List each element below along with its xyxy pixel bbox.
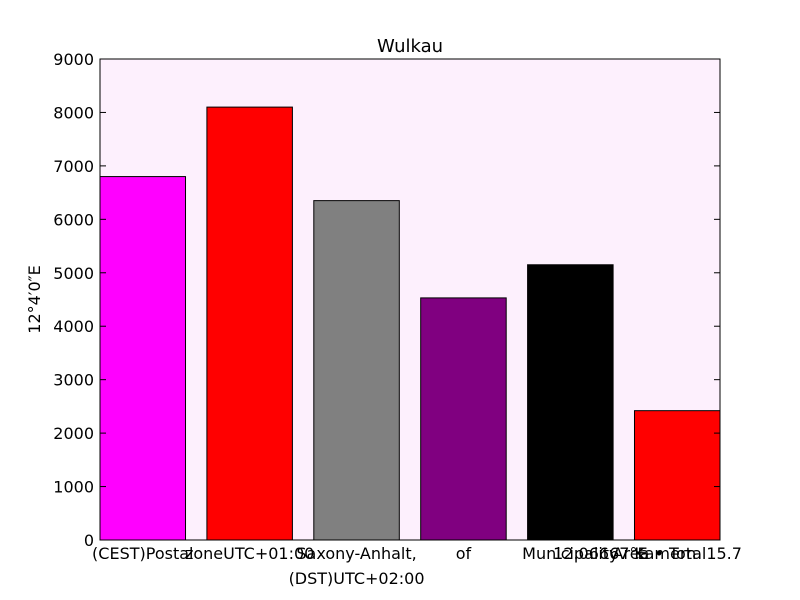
x-tick-label-4: of (456, 544, 472, 563)
x-tick-label-1: (CEST)Postal (92, 544, 193, 563)
bar-4 (420, 297, 507, 541)
bar-2 (206, 106, 293, 541)
y-axis-label: 12°4′0″E (25, 265, 44, 333)
bars-group (99, 106, 721, 541)
x-tick-label-2: zoneUTC+01:00 (185, 544, 314, 563)
y-tick-label: 6000 (53, 210, 94, 229)
y-tick-label: 2000 (53, 424, 94, 443)
y-tick-label: 9000 (53, 50, 94, 69)
x-tick-label-extra-2: 12.06667°E (553, 544, 647, 563)
bar-6 (633, 410, 721, 541)
x-tick-label-extra-3: Kamern (634, 544, 696, 563)
bar-1 (99, 176, 187, 541)
x-tick-label-extra-1: (DST)UTC+02:00 (289, 569, 425, 588)
plot-area (100, 59, 720, 540)
y-tick-label: 4000 (53, 317, 94, 336)
bar-5 (527, 264, 614, 541)
y-tick-label: 8000 (53, 103, 94, 122)
x-tick-label-5: Municipality (522, 544, 618, 563)
y-tick-label: 1000 (53, 478, 94, 497)
y-tick-label: 7000 (53, 157, 94, 176)
y-tick-label: 3000 (53, 371, 94, 390)
x-tick-label-6: Area • Total15.7 (613, 544, 742, 563)
x-tick-label-3: Saxony-Anhalt, (296, 544, 416, 563)
chart-title: Wulkau (377, 36, 443, 57)
plot-frame (99, 58, 721, 541)
y-tick-label: 0 (84, 531, 94, 550)
y-axis-ticks: 0 1000 2000 3000 4000 5000 6000 7000 8000 9000 (53, 50, 720, 550)
bar-3 (313, 200, 400, 541)
y-tick-label: 5000 (53, 264, 94, 283)
